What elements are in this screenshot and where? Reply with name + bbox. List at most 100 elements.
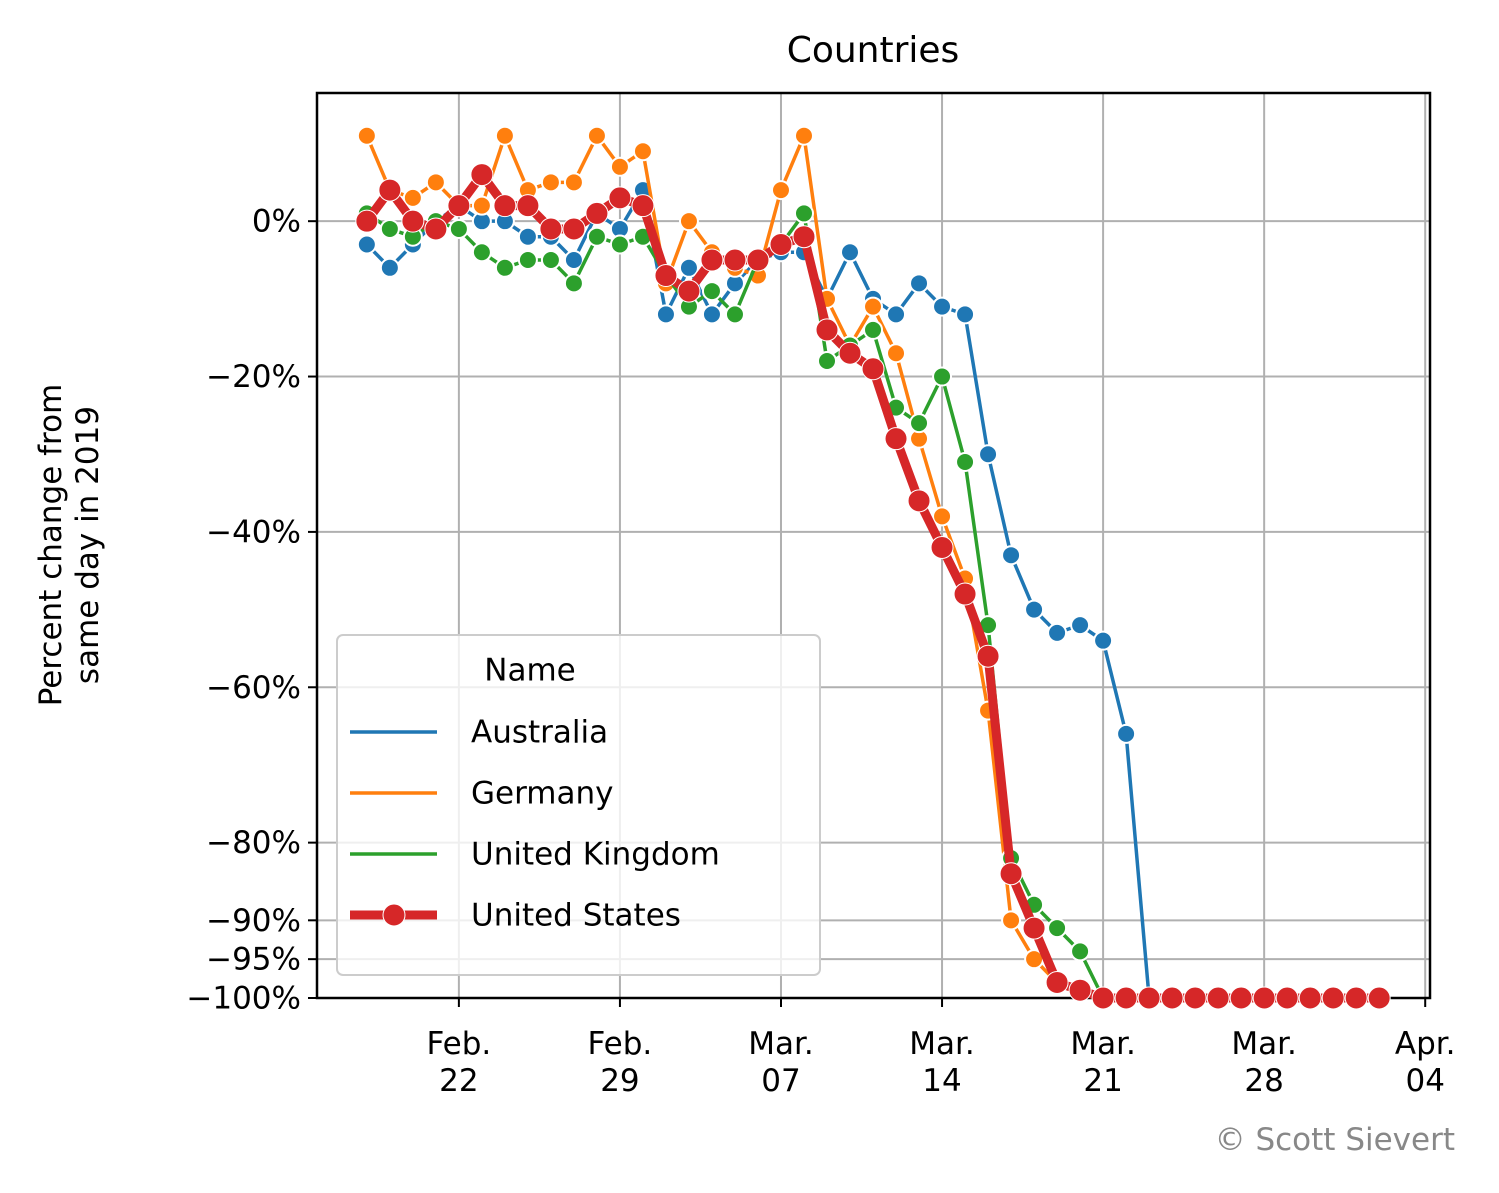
data-point (838, 341, 862, 365)
data-point (516, 194, 540, 218)
chart-title: Countries (787, 30, 960, 71)
data-point (1344, 986, 1368, 1010)
legend-title: Name (484, 653, 575, 689)
data-point (978, 444, 999, 465)
plot-frame (315, 91, 1432, 1000)
data-point (494, 125, 515, 146)
data-point (953, 582, 977, 606)
legend-label: United Kingdom (471, 837, 720, 873)
data-point (378, 178, 402, 202)
data-point (1160, 986, 1184, 1010)
data-point (700, 248, 724, 272)
data-point (724, 304, 745, 325)
data-point (1275, 986, 1299, 1010)
data-point (1068, 978, 1092, 1002)
data-point (1045, 970, 1069, 994)
data-point (1070, 615, 1091, 636)
y-axis-label: Percent change from same day in 2019 (33, 383, 106, 707)
y-tick-label: −95% (206, 942, 301, 978)
data-point (1047, 622, 1068, 643)
data-point (1206, 986, 1230, 1010)
legend: Name Australia Germany United Kingdom United… (336, 634, 821, 976)
data-point (1001, 545, 1022, 566)
data-point (1093, 630, 1114, 651)
data-point (769, 232, 793, 256)
data-point (1137, 986, 1161, 1010)
data-point (424, 217, 448, 241)
data-point (355, 209, 379, 233)
data-point (909, 273, 930, 294)
data-point (540, 172, 561, 193)
data-point (586, 125, 607, 146)
legend-label: United States (471, 898, 681, 934)
y-tick-label: −20% (206, 359, 301, 395)
data-point (1116, 723, 1137, 744)
y-tick-label: 0% (252, 204, 301, 240)
data-point (976, 644, 1000, 668)
data-point (932, 296, 953, 317)
data-point (863, 296, 884, 317)
data-point (907, 489, 931, 513)
data-point (447, 194, 471, 218)
x-tick-label: Mar. 21 (1070, 1026, 1136, 1099)
legend-label: Germany (471, 776, 613, 812)
data-point (723, 248, 747, 272)
data-point (632, 141, 653, 162)
data-point (932, 506, 953, 527)
data-point (540, 250, 561, 271)
data-point (448, 218, 469, 239)
data-point (793, 125, 814, 146)
data-point (402, 187, 423, 208)
data-point (517, 226, 538, 247)
data-point (884, 427, 908, 451)
data-point (1183, 986, 1207, 1010)
data-point (817, 351, 838, 372)
data-point (1229, 986, 1253, 1010)
data-point (608, 186, 632, 210)
y-tick-label: −90% (206, 903, 301, 939)
x-tick-label: Mar. 07 (748, 1026, 814, 1099)
data-point (863, 319, 884, 340)
data-point (1321, 986, 1345, 1010)
data-point (932, 366, 953, 387)
data-point (1047, 918, 1068, 939)
x-tick-label: Mar. 28 (1231, 1026, 1297, 1099)
data-point (840, 242, 861, 263)
data-point (655, 304, 676, 325)
data-point (356, 125, 377, 146)
x-tick-label: Feb. 29 (587, 1026, 653, 1099)
x-tick-label: Apr. 04 (1394, 1026, 1456, 1099)
data-point (909, 413, 930, 434)
data-point (517, 250, 538, 271)
data-point (1367, 986, 1391, 1010)
data-point (356, 234, 377, 255)
data-point (609, 234, 630, 255)
y-tick-label: −100% (186, 981, 301, 1017)
data-point (471, 242, 492, 263)
data-point (425, 172, 446, 193)
data-point (886, 304, 907, 325)
series (355, 163, 1391, 1010)
data-point (562, 217, 586, 241)
legend-box (336, 634, 821, 976)
data-point (563, 273, 584, 294)
data-point (746, 248, 770, 272)
data-point (654, 264, 678, 288)
data-point (792, 225, 816, 249)
legend-label: Australia (471, 715, 608, 751)
data-point (379, 218, 400, 239)
x-tick-label: Mar. 14 (909, 1026, 975, 1099)
data-point (493, 194, 517, 218)
y-tick-label: −80% (206, 825, 301, 861)
data-point (471, 195, 492, 216)
data-point (793, 203, 814, 224)
data-point (861, 357, 885, 381)
data-point (677, 279, 701, 303)
data-point (701, 281, 722, 302)
data-point (1298, 986, 1322, 1010)
data-point (1091, 986, 1115, 1010)
data-point (539, 217, 563, 241)
legend-marker (382, 903, 406, 927)
